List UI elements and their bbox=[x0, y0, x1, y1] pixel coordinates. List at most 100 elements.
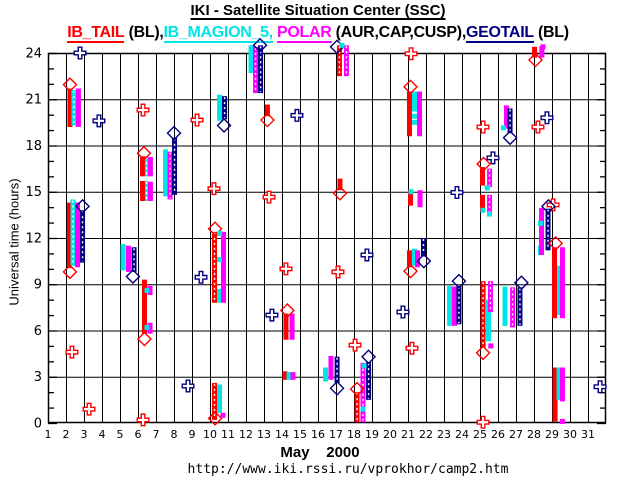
legend-segment-5: (AUR,CAP,CUSP), bbox=[331, 24, 467, 41]
legend-segment-6: GEOTAIL bbox=[465, 24, 534, 43]
y-tick-label: 24 bbox=[25, 46, 42, 61]
diamond-marker-red bbox=[136, 145, 152, 161]
month-year-label: May 2000 bbox=[280, 444, 360, 461]
event-bar-navy bbox=[517, 287, 523, 326]
event-bar-red bbox=[406, 91, 412, 137]
dot-marker-cyan bbox=[361, 363, 367, 369]
page-title: IKI - Satellite Situation Center (SSC) bbox=[190, 2, 446, 19]
dot-marker-magenta bbox=[488, 343, 494, 349]
event-bar-red bbox=[141, 279, 147, 334]
event-bar-cyan bbox=[217, 384, 223, 413]
dot-marker-cyan bbox=[480, 207, 486, 213]
diamond-marker-red bbox=[332, 185, 348, 201]
legend-segment-0: IB_TAIL bbox=[67, 24, 125, 43]
diamond-marker-red bbox=[259, 112, 275, 128]
cross-marker-navy bbox=[360, 248, 374, 262]
event-bar-red bbox=[336, 45, 342, 77]
event-bar-cyan bbox=[502, 286, 508, 326]
x-tick-label: 1 bbox=[45, 428, 52, 441]
dot-marker-cyan bbox=[500, 125, 506, 131]
x-tick-label: 21 bbox=[401, 428, 415, 441]
event-bar-magenta bbox=[75, 88, 81, 127]
diamond-marker-navy bbox=[451, 273, 467, 289]
event-bar-red bbox=[264, 104, 270, 117]
cross-marker-red bbox=[279, 262, 293, 276]
x-tick-label: 31 bbox=[581, 428, 595, 441]
dot-marker-cyan bbox=[144, 324, 150, 330]
x-tick-label: 18 bbox=[347, 428, 361, 441]
cross-marker-red bbox=[476, 120, 490, 134]
event-bar-magenta bbox=[167, 151, 173, 200]
dot-marker-cyan bbox=[537, 220, 543, 226]
diamond-marker-red bbox=[548, 235, 564, 251]
event-bar-red bbox=[67, 88, 73, 127]
diamond-marker-red bbox=[207, 221, 223, 237]
event-bar-red bbox=[140, 180, 145, 201]
event-bar-cyan bbox=[556, 367, 562, 400]
event-bar-magenta bbox=[417, 91, 423, 137]
event-bar-cyan bbox=[411, 248, 417, 266]
y-tick-label: 18 bbox=[25, 139, 42, 154]
legend-segment-1: (BL), bbox=[124, 24, 164, 41]
dot-marker-cyan bbox=[360, 406, 366, 412]
cross-marker-red bbox=[82, 402, 96, 416]
cross-marker-navy bbox=[92, 114, 106, 128]
diamond-marker-navy bbox=[361, 349, 377, 365]
event-bar-navy bbox=[366, 362, 372, 400]
y-tick-label: 6 bbox=[34, 324, 42, 339]
cross-marker-navy bbox=[486, 151, 500, 165]
x-tick-label: 2 bbox=[63, 428, 70, 441]
event-bar-navy bbox=[420, 237, 426, 257]
diamond-marker-red bbox=[62, 264, 78, 280]
x-tick-label: 24 bbox=[455, 428, 469, 441]
x-tick-label: 7 bbox=[153, 428, 160, 441]
event-bar-cyan bbox=[70, 199, 76, 266]
y-tick-label: 15 bbox=[25, 185, 42, 200]
event-bar-magenta bbox=[539, 46, 545, 58]
x-tick-label: 3 bbox=[81, 428, 88, 441]
event-bar-magenta bbox=[125, 245, 131, 272]
event-bar-magenta bbox=[510, 287, 516, 328]
event-bar-magenta bbox=[559, 367, 565, 402]
event-bar-cyan bbox=[485, 299, 491, 342]
event-bar-magenta bbox=[417, 190, 423, 208]
event-bar-magenta bbox=[147, 285, 153, 296]
x-tick-label: 22 bbox=[419, 428, 433, 441]
legend-segment-2: IB_MAGION_5, bbox=[163, 24, 273, 43]
cross-marker-red bbox=[190, 113, 204, 127]
event-bar-magenta bbox=[147, 181, 153, 201]
legend-segment-7: (BL) bbox=[533, 24, 569, 41]
dot-marker-cyan bbox=[411, 113, 417, 119]
diamond-marker-red bbox=[207, 410, 223, 426]
event-bar-cyan bbox=[286, 372, 292, 380]
y-tick-label: 21 bbox=[25, 93, 42, 108]
cross-marker-navy bbox=[450, 186, 464, 200]
cross-marker-red bbox=[65, 345, 79, 359]
event-bar-red bbox=[354, 392, 360, 423]
diamond-marker-navy bbox=[416, 253, 432, 269]
cross-marker-red bbox=[531, 120, 545, 134]
x-tick-label: 25 bbox=[473, 428, 487, 441]
dot-marker-magenta bbox=[559, 418, 565, 424]
diamond-marker-navy bbox=[502, 130, 518, 146]
event-bar-cyan bbox=[144, 156, 148, 177]
event-bar-magenta bbox=[539, 207, 545, 255]
event-bar-red bbox=[480, 194, 486, 212]
dot-marker-cyan bbox=[144, 287, 150, 293]
x-tick-label: 20 bbox=[383, 428, 397, 441]
diamond-marker-red bbox=[403, 263, 419, 279]
cross-marker-navy bbox=[265, 308, 279, 322]
event-bar-red bbox=[552, 367, 558, 422]
cross-marker-red bbox=[404, 47, 418, 61]
diamond-marker-navy bbox=[329, 380, 345, 396]
event-bar-navy bbox=[258, 45, 264, 94]
event-bar-red bbox=[532, 46, 538, 58]
y-tick-label: 12 bbox=[25, 231, 42, 246]
dot-marker-cyan bbox=[408, 189, 414, 195]
cross-marker-navy bbox=[593, 380, 607, 394]
event-bar-magenta bbox=[559, 247, 565, 319]
event-bar-red bbox=[552, 247, 558, 319]
dot-marker-cyan bbox=[339, 42, 345, 48]
diamond-marker-red bbox=[62, 77, 78, 93]
